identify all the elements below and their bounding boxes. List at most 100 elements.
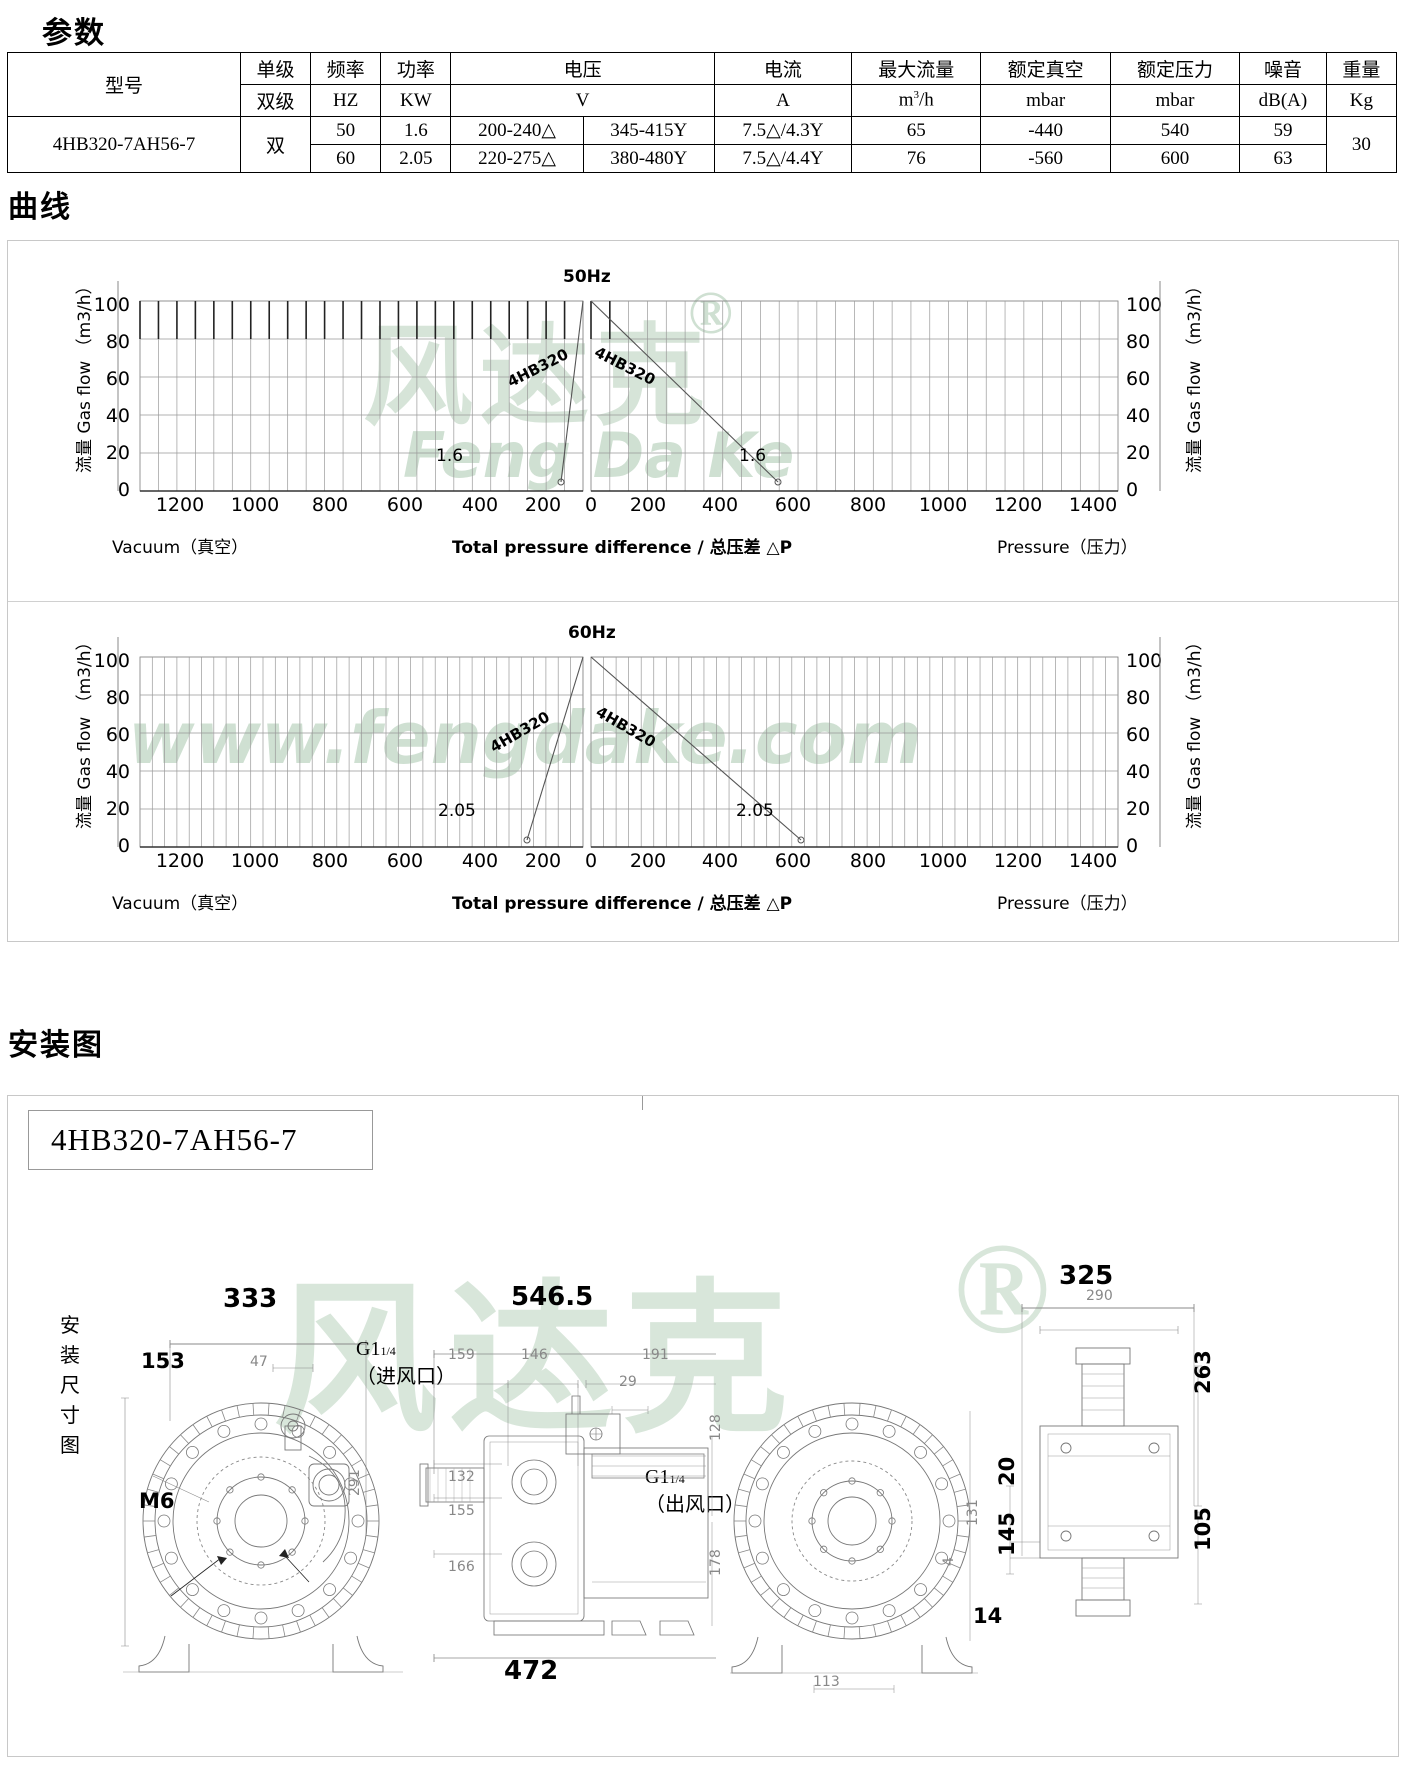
- install-drawing-container: 4HB320-7AH56-7 安装尺寸图 风迏克 ®: [7, 1095, 1399, 1757]
- header-rated-vacuum: 额定真空: [980, 52, 1111, 85]
- unit-v: V: [450, 84, 715, 117]
- chart-60hz-svg: [117, 637, 1161, 848]
- dim-front-333: 333: [223, 1284, 278, 1314]
- dim-rear-4: 4: [941, 1557, 957, 1566]
- dim-front-291: 291: [347, 1469, 363, 1496]
- y-tick-right-60: 60: [1126, 724, 1151, 746]
- unit-db: dB(A): [1239, 84, 1327, 117]
- inlet-fraction: 1/4: [380, 1344, 396, 1358]
- dim-right-325: 325: [1059, 1261, 1114, 1291]
- x-tick-zero: 0: [584, 494, 598, 516]
- dim-right-105: 105: [1191, 1507, 1215, 1551]
- y-tick-right-100: 100: [1126, 650, 1163, 672]
- x-tick-p1200: 1200: [993, 494, 1043, 516]
- cell-kw: 1.6: [380, 116, 452, 145]
- dim-right-290: 290: [1086, 1288, 1113, 1304]
- x-tick-v600: 600: [386, 494, 424, 516]
- x-tick-p600: 600: [774, 850, 812, 872]
- dim-front-153: 153: [141, 1349, 185, 1373]
- cell-current: 7.5△/4.4Y: [713, 144, 853, 173]
- y-tick-right-60: 60: [1126, 368, 1151, 390]
- y-tick-right-0: 0: [1126, 479, 1139, 501]
- dim-right-145: 145: [995, 1512, 1019, 1556]
- y-tick-0: 0: [117, 479, 130, 501]
- dim-mid-159: 159: [448, 1347, 475, 1363]
- dim-mid-29: 29: [619, 1374, 637, 1390]
- cell-vacuum: -440: [980, 116, 1111, 145]
- power-label-vacuum: 2.05: [438, 801, 476, 821]
- x-tick-v600: 600: [386, 850, 424, 872]
- outlet-note: （出风口）: [645, 1494, 745, 1516]
- y-tick-right-80: 80: [1126, 331, 1151, 353]
- rear-view-drawing: [730, 1402, 978, 1693]
- chart-50hz-svg: [117, 281, 1161, 492]
- cell-voltage-delta: 200-240△: [450, 116, 584, 145]
- x-tick-v1000: 1000: [230, 494, 280, 516]
- table-row: 4HB320-7AH56-7 双 50 1.6 200-240△ 345-415…: [7, 116, 1398, 173]
- cell-pressure: 600: [1109, 144, 1241, 173]
- unit-flow: m3/h: [851, 84, 982, 117]
- plate-divider: [642, 1096, 643, 1110]
- cell-hz: 50: [310, 116, 382, 145]
- header-weight: 重量: [1325, 52, 1398, 85]
- cell-stage: 双: [239, 116, 312, 173]
- cell-kw: 2.05: [380, 144, 452, 173]
- dim-mid-191: 191: [642, 1347, 669, 1363]
- install-section-title: 安装图: [8, 1028, 104, 1063]
- power-label-pressure: 1.6: [739, 446, 767, 466]
- x-tick-v200: 200: [524, 494, 562, 516]
- x-tick-v1200: 1200: [155, 494, 205, 516]
- x-axis-caption-pressure: Pressure（压力）: [997, 894, 1138, 914]
- outlet-fraction: 1/4: [669, 1472, 685, 1486]
- curve-section-title: 曲线: [8, 190, 72, 225]
- curves-container: 风迏克 ® Feng Da Ke www.fengdake.com 50Hz 流…: [7, 240, 1399, 942]
- x-tick-p200: 200: [629, 850, 667, 872]
- side-view-drawing: [419, 1350, 716, 1662]
- y-tick-right-40: 40: [1126, 405, 1151, 427]
- x-tick-p1000: 1000: [918, 494, 968, 516]
- dim-mid-472: 472: [504, 1656, 559, 1686]
- header-single-stage: 单级: [239, 52, 312, 85]
- cell-hz: 60: [310, 144, 382, 173]
- dim-mid-146: 146: [521, 1347, 548, 1363]
- dim-rear-113: 113: [813, 1674, 840, 1690]
- dim-front-m6: M6: [139, 1489, 175, 1513]
- dim-right-20: 20: [995, 1456, 1019, 1486]
- dim-right-263: 263: [1191, 1350, 1215, 1394]
- x-tick-v200: 200: [524, 850, 562, 872]
- cell-vacuum: -560: [980, 144, 1111, 173]
- dim-mid-166: 166: [448, 1559, 475, 1575]
- unit-hz: HZ: [310, 84, 382, 117]
- header-noise: 噪音: [1239, 52, 1327, 85]
- x-tick-p400: 400: [701, 494, 739, 516]
- cell-pressure: 540: [1109, 116, 1241, 145]
- cell-noise: 59: [1239, 116, 1327, 145]
- x-axis-caption-pressure: Pressure（压力）: [997, 538, 1138, 558]
- cell-weight: 30: [1325, 116, 1398, 173]
- inlet-note: （进风口）: [356, 1366, 456, 1388]
- params-section-title: 参数: [42, 16, 106, 51]
- chart-title-60hz: 60Hz: [568, 623, 616, 643]
- y-tick-0: 0: [117, 835, 130, 857]
- header-model: 型号: [7, 52, 241, 117]
- x-tick-v400: 400: [461, 850, 499, 872]
- x-tick-v800: 800: [311, 494, 349, 516]
- unit-pressure-mbar: mbar: [1109, 84, 1241, 117]
- dim-mid-178: 178: [708, 1549, 724, 1576]
- cell-current: 7.5△/4.3Y: [713, 116, 853, 145]
- outlet-port-label: G11/4 （出风口）: [645, 1464, 745, 1518]
- x-axis-caption-vacuum: Vacuum（真空）: [112, 538, 249, 558]
- dim-mid-546-5: 546.5: [511, 1282, 594, 1312]
- unit-kg: Kg: [1325, 84, 1398, 117]
- chart-50hz: 50Hz 流量 Gas flow （m3/h） 流量 Gas flow （m3/…: [8, 241, 1398, 602]
- x-tick-p400: 400: [701, 850, 739, 872]
- chart-60hz: 60Hz 流量 Gas flow （m3/h） 流量 Gas flow （m3/…: [8, 601, 1398, 940]
- dim-mid-132: 132: [448, 1469, 475, 1485]
- table-row: 60 2.05 220-275△ 380-480Y 7.5△/4.4Y 76 -…: [8, 144, 1397, 173]
- x-axis-caption-main: Total pressure difference / 总压差 △P: [452, 894, 793, 914]
- inlet-thread: G1: [356, 1338, 381, 1360]
- unit-double-stage: 双级: [239, 84, 312, 117]
- model-plate: 4HB320-7AH56-7: [28, 1110, 373, 1170]
- cell-model: 4HB320-7AH56-7: [7, 116, 241, 173]
- x-tick-p1400: 1400: [1068, 850, 1118, 872]
